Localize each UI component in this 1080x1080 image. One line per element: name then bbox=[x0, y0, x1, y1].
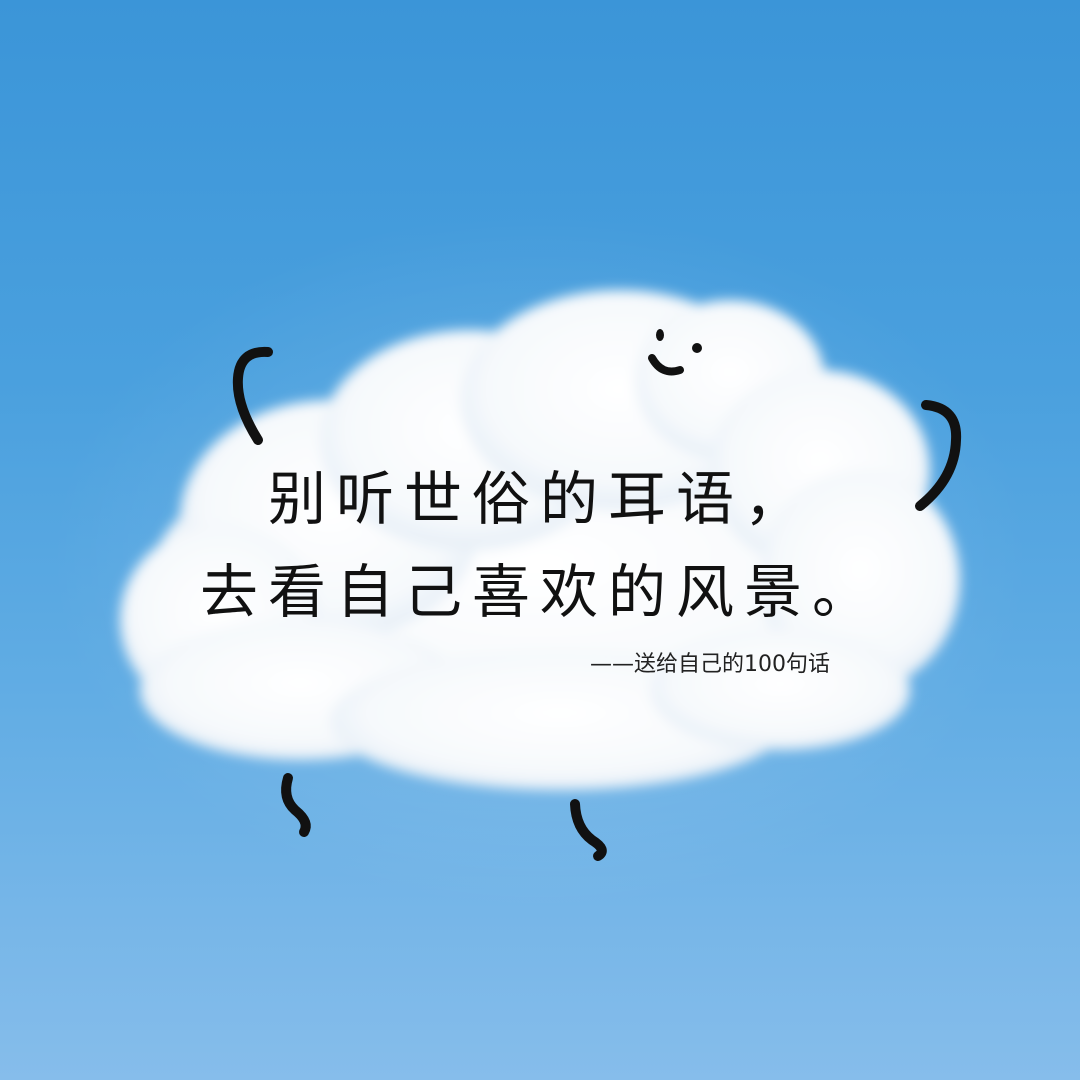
smiley-face-icon bbox=[648, 329, 702, 376]
right-leg-doodle bbox=[570, 799, 607, 861]
right-arm-doodle bbox=[915, 400, 962, 511]
quote-source: ——送给自己的100句话 bbox=[590, 652, 830, 677]
quote-line-1: 别听世俗的耳语， bbox=[267, 465, 812, 533]
left-leg-doodle bbox=[281, 773, 311, 837]
quote-line-2: 去看自己喜欢的风景。 bbox=[199, 558, 880, 626]
left-arm-doodle bbox=[232, 346, 273, 445]
